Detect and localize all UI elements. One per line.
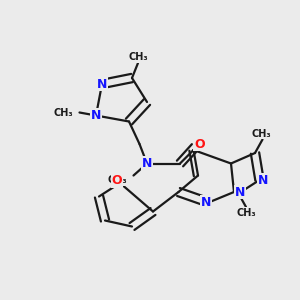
Text: N: N (142, 157, 152, 170)
Text: CH₃: CH₃ (251, 128, 271, 139)
Text: N: N (201, 196, 211, 209)
Text: N: N (258, 173, 268, 187)
Text: O: O (194, 137, 205, 151)
Text: CH₃: CH₃ (236, 208, 256, 218)
Text: N: N (91, 109, 101, 122)
Text: CH₃: CH₃ (128, 52, 148, 62)
Text: N: N (97, 77, 107, 91)
Text: O: O (112, 174, 122, 187)
Text: CH₃: CH₃ (108, 175, 128, 185)
Text: N: N (235, 185, 245, 199)
Text: CH₃: CH₃ (54, 107, 74, 118)
